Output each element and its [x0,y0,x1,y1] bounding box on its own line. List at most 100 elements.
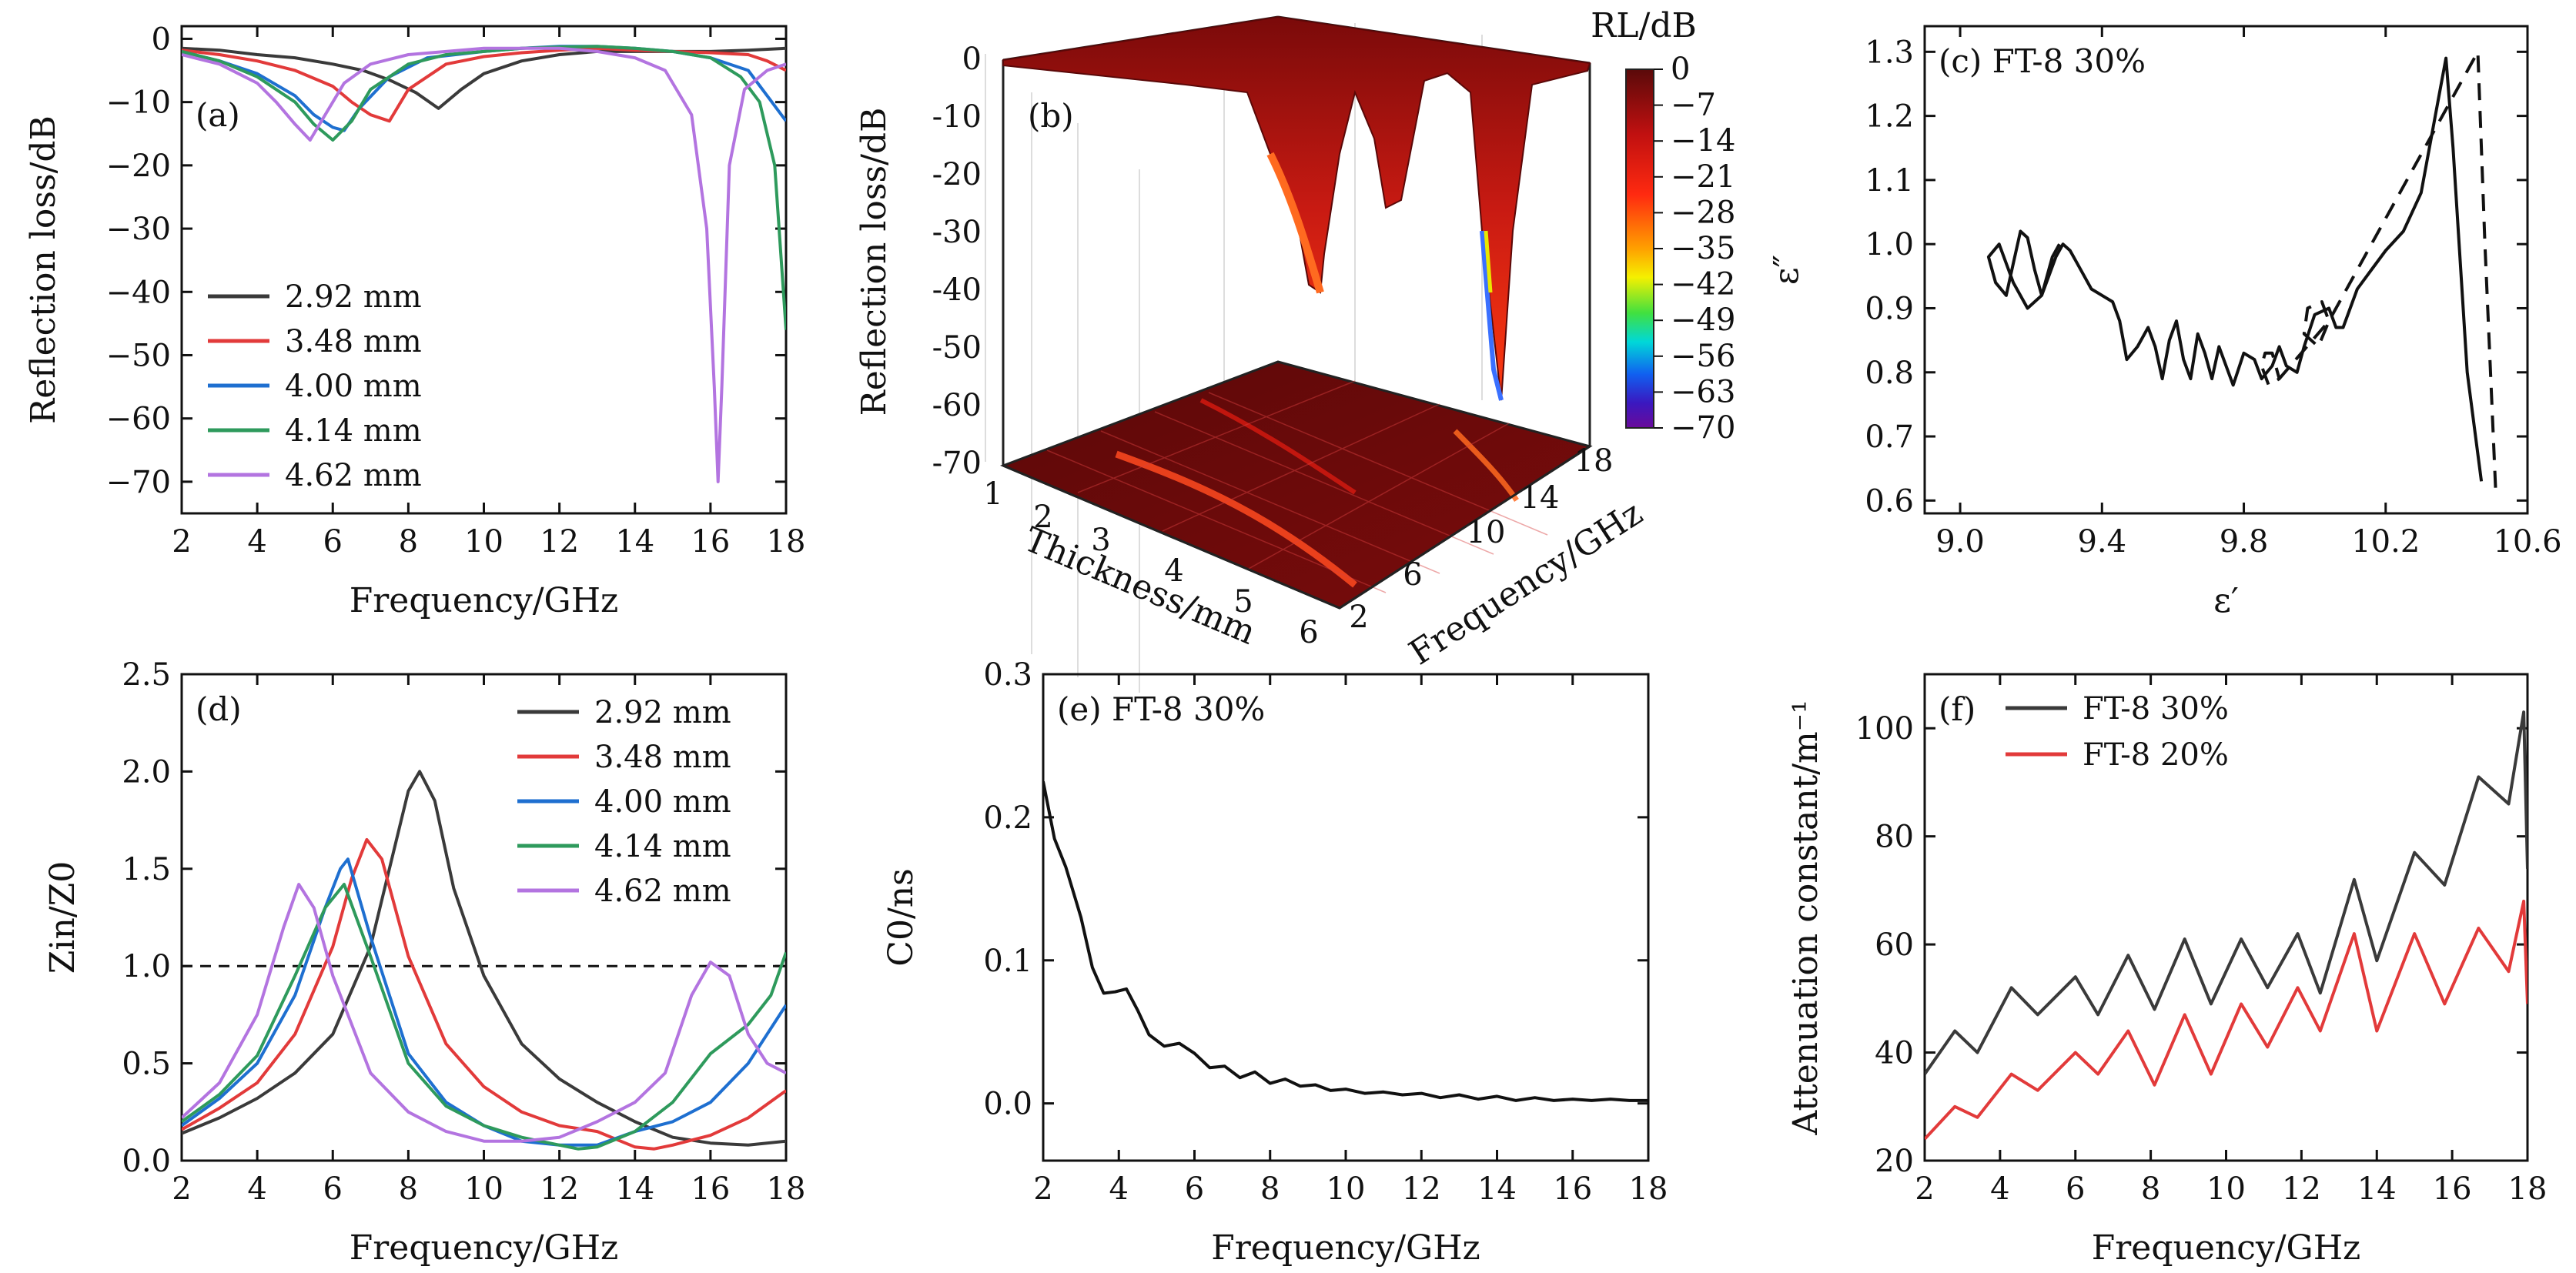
x-tick-label: 16 [691,524,730,560]
y-tick-label: 0.2 [983,800,1032,836]
x-tick-label: 10 [1326,1171,1366,1207]
x-tick-label: 9.8 [2220,524,2269,560]
x-tick-label: 9.0 [1935,524,1985,560]
series-group [1986,50,2497,488]
y-axis-label: Attenuation constant/m⁻¹ [1786,700,1825,1135]
legend-label: 3.48 mm [285,324,422,359]
series-line-1 [1043,781,1648,1102]
panel-b-x-tick: 4 [1164,553,1183,589]
legend-label: 4.62 mm [594,874,731,909]
x-tick-label: 6 [323,524,343,560]
x-tick-label: 10 [464,524,503,560]
y-tick-label: −50 [106,338,171,373]
y-tick-label: 60 [1875,927,1914,963]
colorbar-tick-label: −63 [1671,374,1735,409]
x-tick-label: 4 [247,1171,266,1207]
panel-b-y-tick: 6 [1403,557,1422,593]
series-line-2 [1925,899,2527,1141]
x-tick-label: 2 [1915,1171,1934,1207]
x-tick-label: 2 [1033,1171,1052,1207]
panel-b-y-tick: 2 [1349,600,1368,635]
panel-tag: (e) FT-8 30% [1057,690,1265,728]
colorbar-tick-label: −7 [1671,88,1716,123]
y-tick-label: 0.7 [1865,419,1914,455]
legend-label: 4.00 mm [594,784,731,820]
x-axis-label: Frequency/GHz [2092,1228,2361,1268]
y-tick-label: 40 [1875,1036,1914,1071]
y-tick-label: 1.0 [1865,227,1914,262]
y-tick-label: −70 [106,465,171,500]
y-tick-label: 20 [1875,1144,1914,1179]
colorbar-tick-label: −49 [1671,302,1735,338]
series-line-1 [1925,710,2527,1075]
y-axis-label: Reflection loss/dB [24,115,63,424]
panel-e-c0: 2 4 6 8 10 12 14 16 18 0.0 0.1 0.2 0.3 Frequency/GHz C… [882,657,1668,1268]
panel-b-x-tick: 3 [1091,523,1110,558]
y-tick-label: 1.0 [122,949,171,984]
x-tick-label: 4 [247,524,266,560]
series-line-2 [182,46,786,123]
y-tick-label: 1.5 [122,852,171,887]
x-tick-label: 18 [767,1171,806,1207]
x-tick-label: 8 [2141,1171,2160,1207]
y-axis-label: C0/ns [882,868,921,966]
panel-b-y-ticks: 2 6 10 14 18 [1349,443,1613,635]
panel-tag: (c) FT-8 30% [1939,42,2146,80]
colorbar-tick-label: −42 [1671,267,1735,302]
panel-b-z-tick: -10 [932,99,982,135]
panel-tag: (d) [196,690,242,728]
panel-a-reflection-loss: 2 4 6 8 10 12 14 16 18 0 −10 −20 −30 −40 −50 −60 −70 Freq… [24,22,805,620]
panel-b-colorbar [1625,68,1654,429]
colorbar-tick-label: −70 [1671,410,1735,446]
legend-label: 4.14 mm [285,413,422,449]
panel-b-z-tick: -50 [932,330,982,366]
x-tick-label: 18 [767,524,806,560]
y-tick-label: 1.1 [1865,163,1914,199]
x-tick-label: 18 [1629,1171,1668,1207]
y-tick-label: 2.0 [122,754,171,790]
panel-b-z-tick: -30 [932,215,982,250]
panel-b-z-label: Reflection loss/dB [855,108,894,416]
x-tick-label: 12 [540,524,579,560]
y-tick-label: 0.6 [1865,483,1914,519]
series-line-4 [182,883,786,1151]
legend-label: 3.48 mm [594,740,731,775]
y-tick-label: −60 [106,402,171,437]
series-group [182,770,786,1151]
x-tick-label: 8 [399,524,418,560]
panel-b-tag: (b) [1028,97,1074,135]
panel-b-x-tick: 1 [983,476,1002,512]
panel-b-y-tick: 10 [1467,515,1506,550]
x-tick-label: 9.4 [2077,524,2126,560]
x-tick-label: 14 [615,1171,654,1207]
x-tick-label: 14 [1477,1171,1517,1207]
panel-b-x-ticks: 1 2 3 4 5 6 [983,476,1318,650]
panel-tag: (a) [196,96,240,134]
x-tick-label: 16 [691,1171,730,1207]
x-tick-label: 10 [2206,1171,2246,1207]
panel-b-x-tick: 5 [1233,584,1253,620]
panel-b-surface-valley-1 [1266,152,1324,294]
legend-label: 4.00 mm [285,369,422,404]
y-tick-label: 0.0 [122,1144,171,1179]
x-tick-label: 4 [1990,1171,2009,1207]
x-tick-label: 8 [399,1171,418,1207]
series-line-2 [182,837,786,1151]
y-tick-label: 0.8 [1865,356,1914,391]
panel-b-colorbar-ticks: 0−7−14−21−28−35−42−49−56−63−70 [1654,52,1735,446]
panel-b-z-tick: -70 [932,446,982,481]
x-tick-label: 12 [2282,1171,2321,1207]
panel-b-z-tick: -20 [932,157,982,192]
panel-b-surface-plot: 0 -10 -20 -30 -40 -50 -60 -70 Reflection… [855,6,1735,693]
panel-b-surface-valley-2 [1480,230,1504,401]
series-line-2 [2260,50,2497,488]
x-axis-label: Frequency/GHz [350,1228,619,1268]
legend-label: FT-8 20% [2083,737,2229,773]
y-tick-label: 0.9 [1865,291,1914,326]
y-tick-label: 0 [152,22,171,57]
y-tick-label: −20 [106,149,171,184]
panel-b-x-tick: 2 [1033,500,1052,535]
series-group [1925,710,2527,1141]
colorbar-tick-label: 0 [1671,52,1690,87]
